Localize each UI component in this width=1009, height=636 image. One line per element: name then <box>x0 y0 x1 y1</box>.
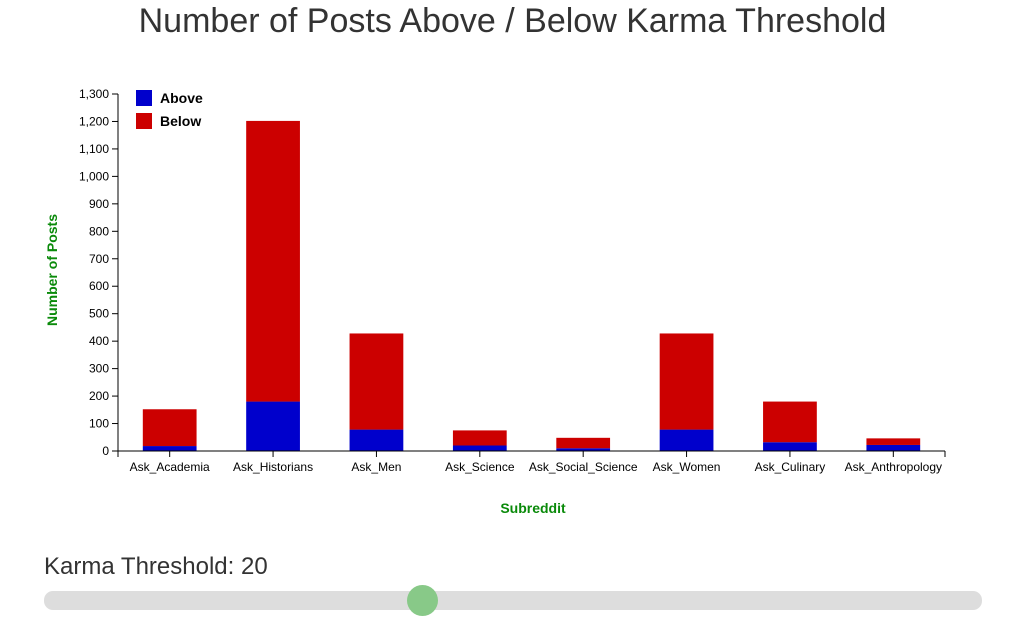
y-tick-label: 100 <box>89 417 109 431</box>
bar-above-ask_women <box>659 429 714 451</box>
y-tick-label: 900 <box>89 197 109 211</box>
y-axis-title: Number of Posts <box>44 214 60 326</box>
legend-swatch-above <box>136 90 152 106</box>
bar-below-ask_social_science <box>556 437 611 449</box>
x-tick-label: Ask_Historians <box>233 460 313 474</box>
bars-layer <box>142 120 921 451</box>
slider-thumb[interactable] <box>407 585 438 616</box>
y-tick-label: 1,200 <box>79 114 109 128</box>
bar-below-ask_anthropology <box>866 438 921 445</box>
legend-swatch-below <box>136 113 152 129</box>
bar-below-ask_men <box>349 333 404 430</box>
x-tick-label: Ask_Men <box>351 460 401 474</box>
bar-chart: 0 100 200 300 400 500 600 700 800 900 1,000 1,100 1,… <box>44 87 946 516</box>
y-tick-label: 200 <box>89 389 109 403</box>
y-tick-label: 800 <box>89 224 109 238</box>
x-tick-label: Ask_Women <box>653 460 721 474</box>
y-tick-label: 300 <box>89 362 109 376</box>
bar-above-ask_men <box>349 429 404 451</box>
x-tick-label: Ask_Anthropology <box>845 460 942 474</box>
y-tick-label: 1,300 <box>79 87 109 101</box>
legend: Above Below <box>136 90 203 129</box>
bar-above-ask_historians <box>246 401 300 451</box>
x-axis: Ask_Academia Ask_Historians Ask_Men Ask_Sci… <box>117 450 946 474</box>
bar-below-ask_academia <box>142 409 197 447</box>
bar-below-ask_historians <box>246 120 300 402</box>
bar-above-ask_anthropology <box>866 444 921 451</box>
y-tick-label: 1,000 <box>79 169 109 183</box>
y-tick-label: 600 <box>89 279 109 293</box>
legend-label-below: Below <box>160 113 201 129</box>
y-tick-label: 700 <box>89 252 109 266</box>
y-tick-label: 400 <box>89 334 109 348</box>
legend-label-above: Above <box>160 90 203 106</box>
bar-below-ask_science <box>452 430 507 446</box>
bar-above-ask_culinary <box>763 442 817 451</box>
y-tick-label: 1,100 <box>79 142 109 156</box>
bar-below-ask_culinary <box>763 401 817 443</box>
y-tick-label: 0 <box>102 444 109 458</box>
x-tick-label: Ask_Social_Science <box>529 460 638 474</box>
bar-above-ask_social_science <box>556 448 611 451</box>
x-axis-title: Subreddit <box>500 500 566 516</box>
x-tick-label: Ask_Science <box>445 460 515 474</box>
y-axis: 0 100 200 300 400 500 600 700 800 900 1,000 1,100 1,… <box>79 87 119 458</box>
x-tick-label: Ask_Academia <box>130 460 210 474</box>
chart-title: Number of Posts Above / Below Karma Thre… <box>138 2 887 40</box>
bar-above-ask_science <box>452 445 507 451</box>
bar-above-ask_academia <box>142 446 197 451</box>
karma-threshold-label: Karma Threshold: 20 <box>44 553 268 580</box>
karma-threshold-slider[interactable] <box>44 585 982 616</box>
bar-below-ask_women <box>659 333 714 430</box>
x-tick-label: Ask_Culinary <box>755 460 826 474</box>
y-tick-label: 500 <box>89 307 109 321</box>
